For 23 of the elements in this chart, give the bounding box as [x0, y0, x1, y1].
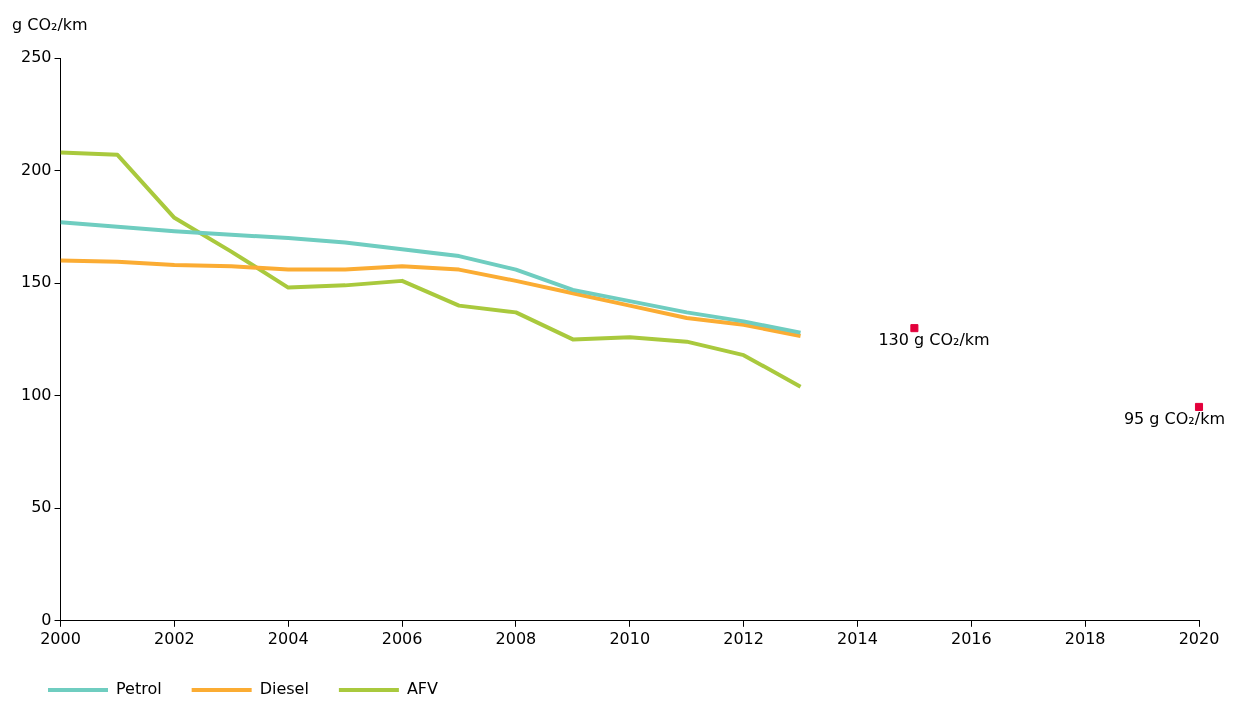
y-tick-label: 100	[20, 384, 52, 404]
x-tick-label: 2010	[609, 628, 651, 648]
x-tick-label: 2016	[950, 628, 992, 648]
x-tick-label: 2018	[1064, 628, 1106, 648]
legend-label: Diesel	[259, 679, 309, 699]
y-tick-label: 0	[41, 609, 52, 629]
y-axis-title: g CO₂/km	[12, 15, 88, 35]
y-tick-label: 250	[20, 47, 52, 67]
legend-label: AFV	[406, 679, 439, 699]
x-tick-label: 2020	[1178, 628, 1220, 648]
annotation: 130 g CO₂/km	[878, 330, 990, 350]
y-tick-label: 150	[20, 272, 52, 292]
legend-label: Petrol	[116, 679, 162, 699]
x-tick-label: 2004	[267, 628, 309, 648]
x-tick-label: 2014	[837, 628, 878, 648]
x-tick-label: 2012	[723, 628, 764, 648]
x-tick-label: 2008	[495, 628, 537, 648]
x-tick-label: 2006	[381, 628, 423, 648]
x-tick-label: 2000	[40, 628, 81, 648]
y-tick-label: 200	[20, 159, 52, 179]
x-tick-label: 2002	[154, 628, 195, 648]
y-tick-label: 50	[31, 497, 52, 517]
annotation: 95 g CO₂/km	[1123, 409, 1225, 429]
